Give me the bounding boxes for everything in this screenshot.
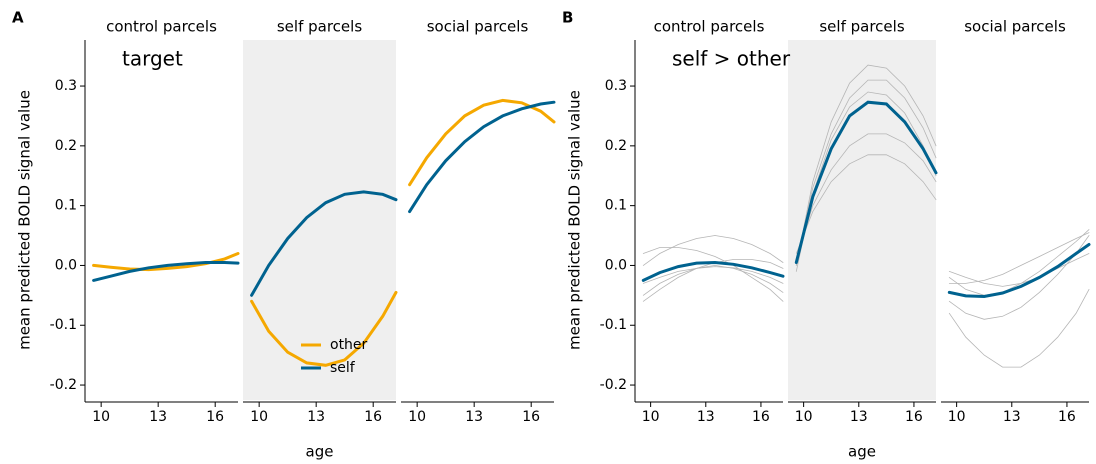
y-tick-label: 0.3 [605, 78, 627, 94]
y-tick-label: 0.1 [55, 198, 77, 214]
panel-label: B [562, 9, 573, 27]
x-tick-label: 10 [795, 409, 813, 425]
x-tick-label: 13 [465, 409, 483, 425]
x-tick-label: 13 [307, 409, 325, 425]
series-line [408, 100, 556, 214]
y-tick-label: 0.2 [605, 138, 627, 154]
y-tick-label: 0.2 [55, 138, 77, 154]
annotation: target [122, 47, 183, 71]
x-tick-label: 16 [752, 409, 770, 425]
facet-title: self parcels [277, 18, 362, 36]
x-tick-label: 16 [364, 409, 382, 425]
y-tick-label: -0.2 [600, 377, 627, 393]
series-line [641, 260, 785, 282]
individual-line [948, 253, 1090, 287]
individual-line [642, 235, 784, 266]
x-axis-label: age [848, 443, 876, 461]
y-tick-label: 0.0 [605, 257, 627, 273]
x-tick-label: 13 [850, 409, 868, 425]
y-tick-label: 0.1 [605, 198, 627, 214]
x-tick-label: 10 [92, 409, 110, 425]
x-tick-label: 10 [642, 409, 660, 425]
x-tick-label: 13 [149, 409, 167, 425]
x-tick-label: 13 [1003, 409, 1021, 425]
facet-title: self parcels [819, 18, 904, 36]
series-line [92, 261, 240, 282]
individual-line [642, 264, 784, 296]
facet-title: social parcels [964, 18, 1066, 36]
individual-line [795, 79, 937, 266]
y-tick-label: -0.1 [600, 317, 627, 333]
series-line [408, 98, 556, 187]
individual-line [642, 247, 784, 302]
x-tick-label: 13 [697, 409, 715, 425]
y-tick-label: 0.0 [55, 257, 77, 273]
individual-line [795, 91, 937, 272]
y-axis-label: mean predicted BOLD signal value [566, 90, 584, 350]
individual-line [642, 266, 784, 284]
facet-background [788, 40, 936, 400]
x-tick-label: 10 [250, 409, 268, 425]
x-tick-label: 16 [522, 409, 540, 425]
individual-line [795, 64, 937, 266]
facet-title: control parcels [106, 18, 217, 36]
x-axis-label: age [306, 443, 334, 461]
legend-label: self [330, 360, 356, 376]
series-line [92, 252, 240, 272]
legend-label: other [330, 337, 368, 353]
y-tick-label: -0.1 [50, 317, 77, 333]
x-tick-label: 10 [408, 409, 426, 425]
individual-line [948, 288, 1090, 368]
individual-line [948, 232, 1090, 284]
series-line [947, 243, 1091, 299]
y-tick-label: 0.3 [55, 78, 77, 94]
x-tick-label: 16 [1058, 409, 1076, 425]
x-tick-label: 16 [206, 409, 224, 425]
series-line [250, 290, 398, 367]
individual-line [948, 235, 1090, 320]
facet-title: control parcels [654, 18, 765, 36]
annotation: self > other [672, 47, 791, 71]
series-line [794, 100, 938, 264]
y-axis-label: mean predicted BOLD signal value [16, 90, 34, 350]
panel-label: A [12, 9, 24, 27]
individual-line [795, 154, 937, 254]
y-tick-label: -0.2 [50, 377, 77, 393]
individual-line [795, 133, 937, 260]
x-tick-label: 10 [948, 409, 966, 425]
facet-background [243, 40, 396, 400]
series-line [250, 190, 398, 297]
facet-title: social parcels [427, 18, 529, 36]
x-tick-label: 16 [905, 409, 923, 425]
